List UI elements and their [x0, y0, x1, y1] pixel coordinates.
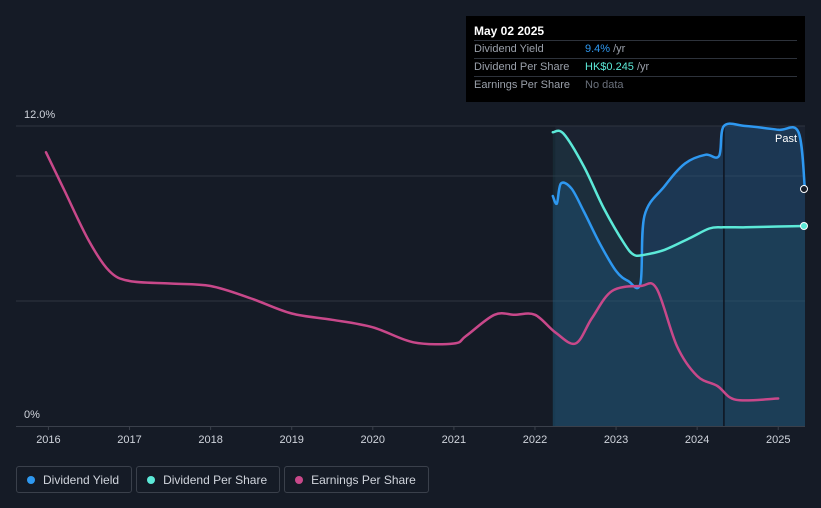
dividend-yield-line: [551, 122, 807, 290]
legend-dot-icon: [27, 475, 35, 484]
past-label: Past: [775, 133, 797, 145]
legend-label: Dividend Yield: [43, 472, 120, 487]
tooltip-row-dividend-per-share: Dividend Per Share HK$0.245 /yr: [474, 59, 797, 77]
dividend-per-share-endpoint: [800, 222, 808, 230]
legend: Dividend Yield Dividend Per Share Earnin…: [16, 466, 429, 493]
tooltip-value: HK$0.245: [585, 61, 634, 73]
tooltip-label: Earnings Per Share: [474, 79, 570, 91]
legend-label: Earnings Per Share: [311, 472, 416, 487]
tooltip-unit: /yr: [613, 43, 626, 55]
x-tick-label: 2023: [604, 434, 628, 446]
legend-item-dividend-yield[interactable]: Dividend Yield: [16, 466, 133, 493]
dividend-yield-endpoint: [800, 185, 808, 193]
x-tick-label: 2020: [361, 434, 385, 446]
x-tick-label: 2017: [117, 434, 141, 446]
tooltip-label: Dividend Yield: [474, 43, 544, 55]
x-tick-label: 2018: [198, 434, 222, 446]
legend-dot-icon: [295, 475, 304, 484]
tooltip-row-dividend-yield: Dividend Yield 9.4% /yr: [474, 41, 797, 59]
legend-item-earnings-per-share[interactable]: Earnings Per Share: [284, 466, 429, 493]
tooltip: May 02 2025 Dividend Yield 9.4% /yr Divi…: [466, 16, 805, 102]
tooltip-label: Dividend Per Share: [474, 61, 570, 73]
x-tick-label: 2025: [766, 434, 790, 446]
legend-item-dividend-per-share[interactable]: Dividend Per Share: [136, 466, 281, 493]
tooltip-value: 9.4%: [585, 43, 611, 55]
x-tick-label: 2019: [279, 434, 303, 446]
legend-label: Dividend Per Share: [163, 472, 268, 487]
x-tick-label: 2024: [685, 434, 709, 446]
earnings-per-share-line: [44, 151, 780, 402]
tooltip-date: May 02 2025: [474, 22, 797, 41]
tooltip-unit: /yr: [636, 61, 650, 73]
dividend-per-share-line: [551, 129, 807, 258]
dividend-yield-area: [552, 123, 805, 426]
x-tick-label: 2016: [36, 434, 60, 446]
dividend-per-share-area: [552, 130, 805, 426]
y-tick-label-bottom: 0%: [24, 409, 40, 421]
x-tick-label: 2022: [523, 434, 547, 446]
y-tick-label-top: 12.0%: [24, 109, 55, 121]
legend-dot-icon: [147, 475, 156, 484]
x-tick-label: 2021: [442, 434, 466, 446]
tooltip-row-earnings-per-share: Earnings Per Share No data: [474, 77, 797, 94]
tooltip-value: No data: [585, 79, 624, 91]
